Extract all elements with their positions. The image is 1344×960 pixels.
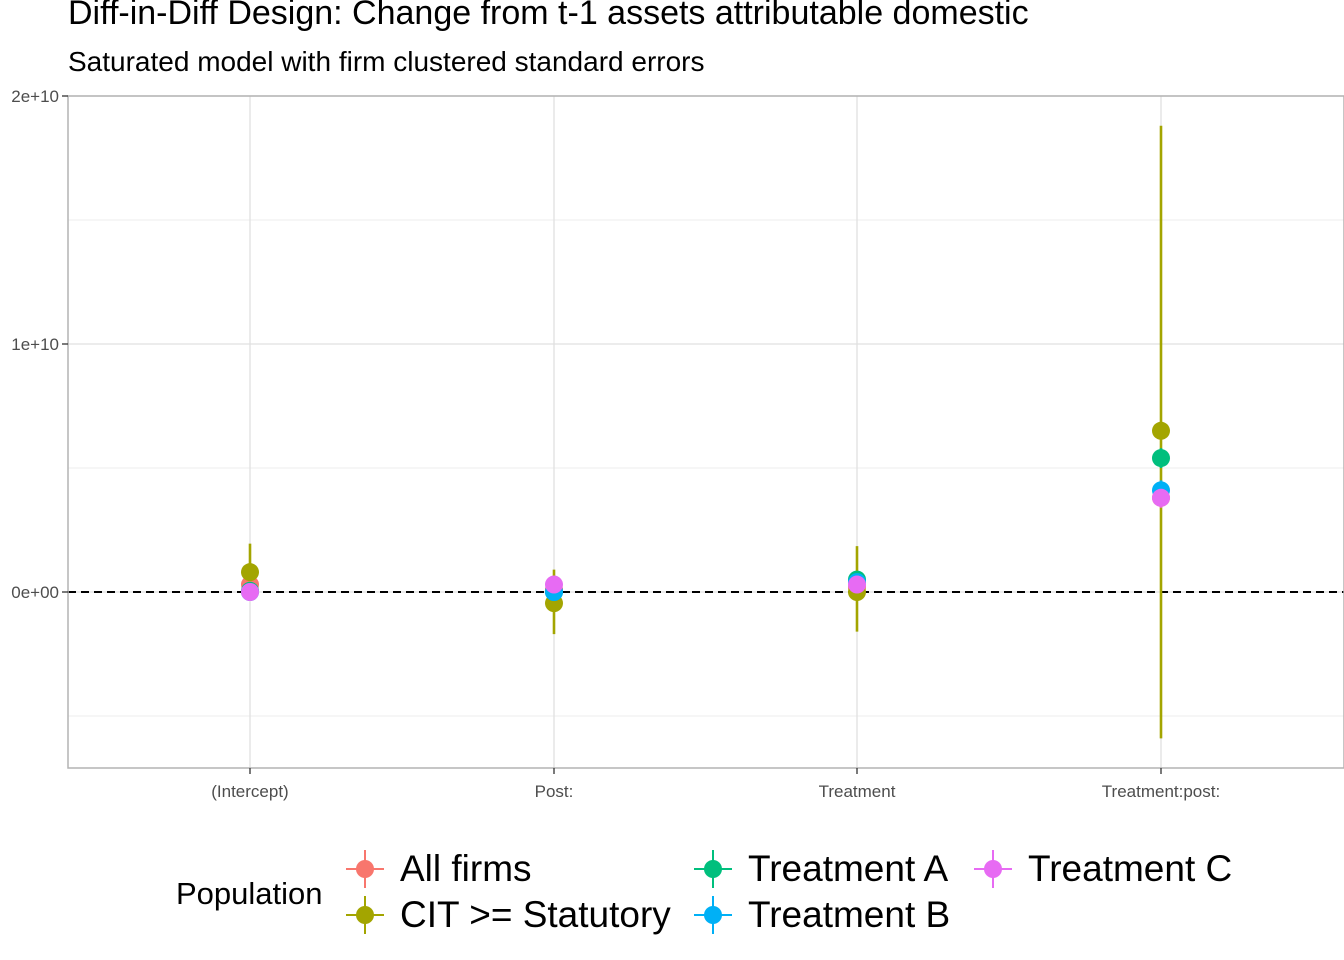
legend-item: Treatment B [690,892,950,938]
data-point [241,583,259,601]
legend-key [346,850,384,888]
legend-title: Population [176,876,323,911]
data-points [241,421,1170,613]
legend-item: CIT >= Statutory [342,892,671,938]
data-point [241,563,259,582]
legend-key-point [356,906,374,924]
x-tick-label: Post: [535,782,574,801]
data-point [1152,421,1170,440]
legend-item: Treatment A [690,846,948,892]
legend-key [346,896,384,934]
legend-item: Treatment C [970,846,1232,892]
data-point [1152,449,1170,468]
legend-label: All firms [400,848,532,889]
panel-background [68,96,1344,768]
legend-key [694,850,732,888]
chart-title: Diff-in-Diff Design: Change from t-1 ass… [68,0,1029,32]
legend-key [694,896,732,934]
legend-key-point [984,860,1002,878]
legend-key [974,850,1012,888]
legend-item: All firms [342,846,532,892]
x-tick-label: Treatment [819,782,896,801]
plot-area: 0e+00 1e+10 2e+10 (Intercept) Post: Treatmen… [11,87,1344,801]
chart-subtitle: Saturated model with firm clustered stan… [68,46,705,77]
y-axis-ticks: 0e+00 1e+10 2e+10 [11,87,68,602]
legend-label: Treatment A [748,848,949,889]
legend-key-point [356,860,374,878]
legend-key-point [704,906,722,924]
y-tick-label: 0e+00 [11,583,59,602]
x-tick-label: (Intercept) [211,782,288,801]
data-point [1152,488,1170,507]
legend-label: CIT >= Statutory [400,894,671,935]
data-point [545,575,563,594]
x-axis-ticks: (Intercept) Post: Treatment Treatment:post: [211,768,1220,801]
legend-label: Treatment C [1028,848,1233,889]
data-point [848,575,866,594]
panel-border [67,95,1344,769]
y-tick-label: 1e+10 [11,335,59,354]
x-tick-label: Treatment:post: [1102,782,1220,801]
legend-key-point [704,860,722,878]
y-tick-label: 2e+10 [11,87,59,106]
legend: Population All firms CIT >= Statutory Trea… [176,846,1296,942]
legend-label: Treatment B [748,894,951,935]
